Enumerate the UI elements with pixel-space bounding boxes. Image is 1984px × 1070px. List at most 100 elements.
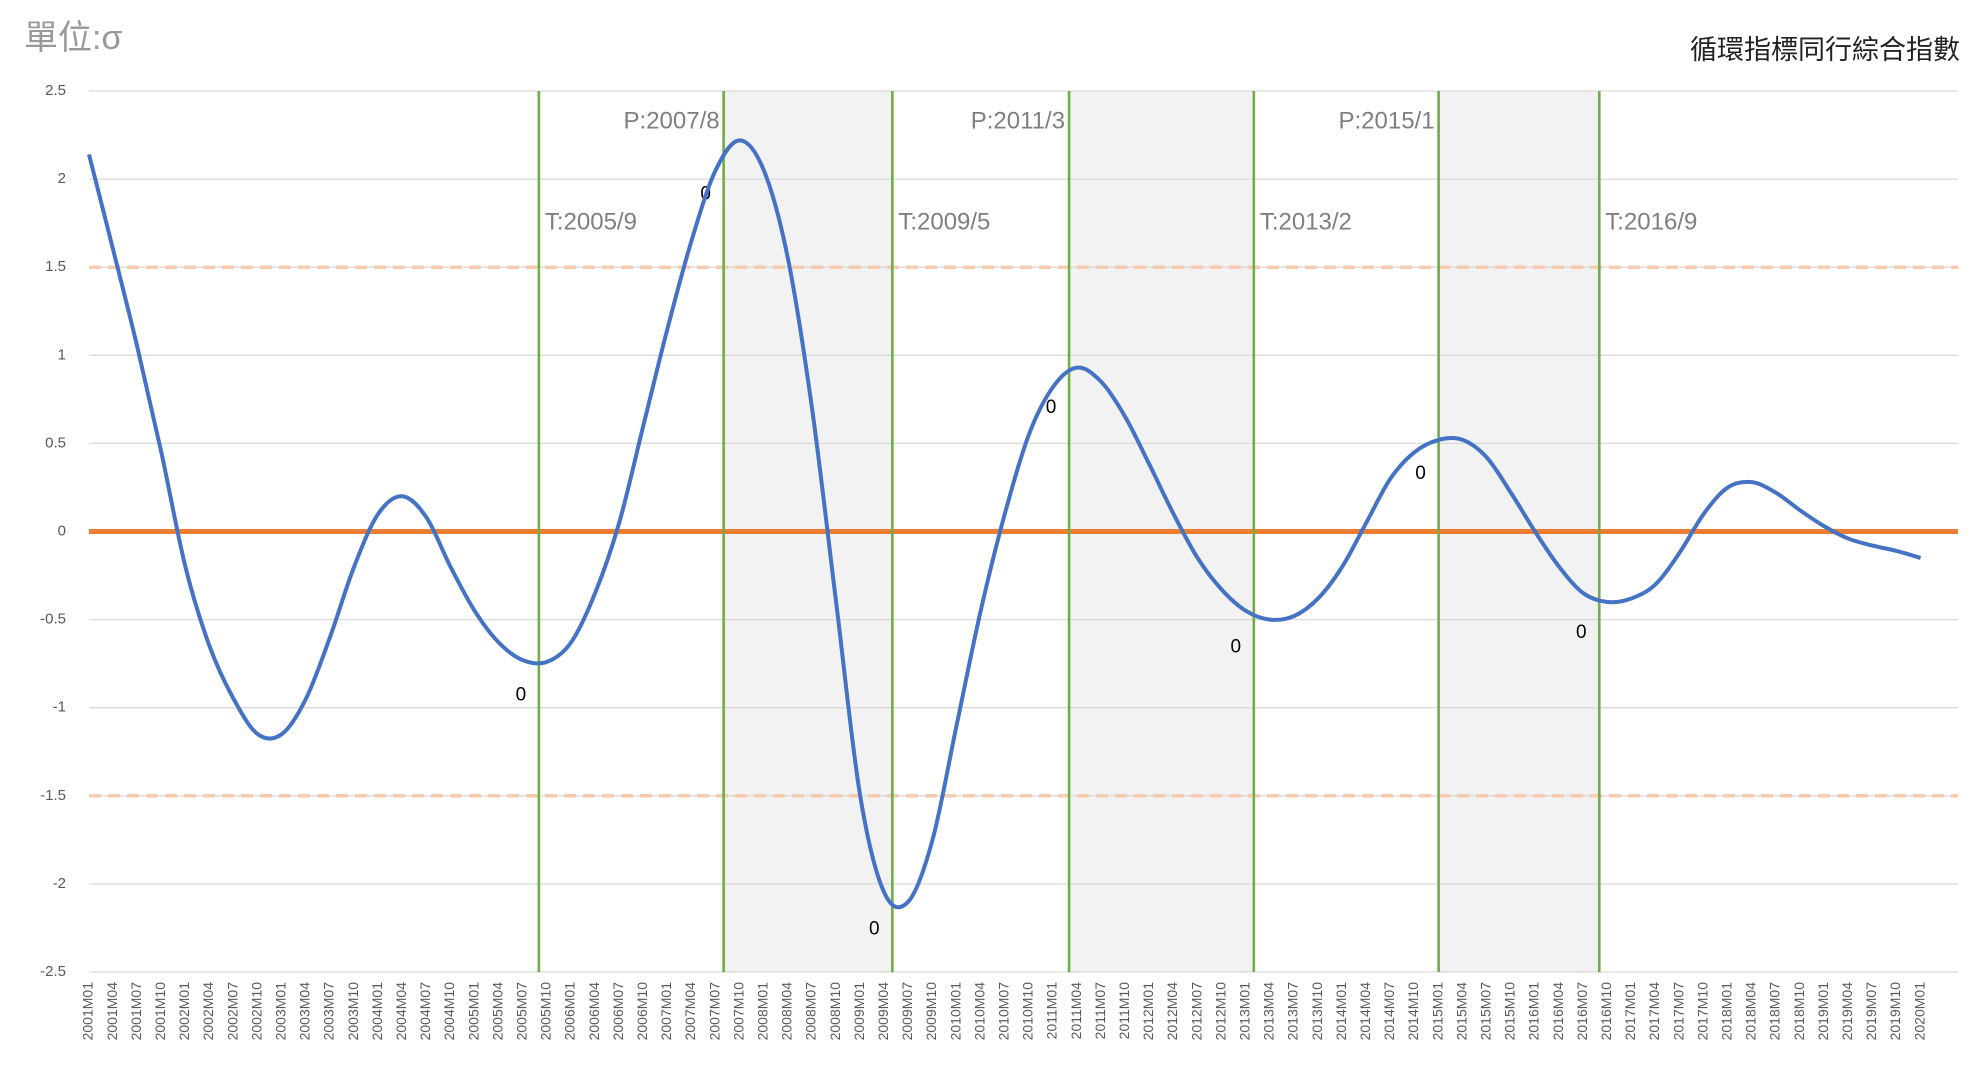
x-tick-label: 2001M07	[128, 982, 144, 1041]
x-tick-label: 2011M10	[1116, 982, 1132, 1040]
turning-label: P:2015/1	[1339, 107, 1435, 134]
point-label: 0	[869, 919, 880, 940]
y-tick-label: 0.5	[45, 434, 66, 451]
x-tick-label: 2009M04	[875, 982, 891, 1041]
x-tick-label: 2015M10	[1502, 982, 1518, 1041]
y-tick-label: 1	[58, 346, 66, 363]
x-tick-label: 2007M04	[682, 982, 698, 1041]
x-tick-label: 2002M04	[200, 982, 216, 1041]
x-tick-label: 2011M04	[1068, 982, 1084, 1040]
x-tick-label: 2007M07	[706, 982, 722, 1041]
x-tick-label: 2014M07	[1381, 982, 1397, 1041]
unit-label: 單位:σ	[24, 19, 122, 57]
x-tick-label: 2019M07	[1863, 982, 1879, 1041]
x-tick-label: 2003M07	[321, 982, 337, 1041]
x-tick-label: 2010M01	[947, 982, 963, 1041]
x-tick-label: 2020M01	[1911, 982, 1927, 1041]
point-label: 0	[1576, 622, 1587, 643]
chart-title: 循環指標同行綜合指數	[1690, 35, 1960, 65]
turning-label: P:2011/3	[971, 107, 1065, 134]
x-tick-label: 2015M04	[1453, 982, 1469, 1041]
x-tick-label: 2009M07	[899, 982, 915, 1041]
x-tick-label: 2015M07	[1478, 982, 1494, 1041]
turning-label: T:2005/9	[545, 208, 637, 235]
x-tick-label: 2016M07	[1574, 982, 1590, 1041]
x-tick-label: 2006M10	[634, 982, 650, 1041]
x-tick-label: 2003M04	[297, 982, 313, 1041]
x-tick-label: 2017M04	[1646, 982, 1662, 1041]
x-tick-label: 2013M10	[1309, 982, 1325, 1041]
point-label: 0	[516, 684, 527, 705]
x-tick-label: 2004M07	[417, 982, 433, 1041]
y-tick-label: -2	[53, 875, 66, 892]
y-tick-label: 2.5	[45, 82, 66, 99]
x-tick-label: 2002M07	[224, 982, 240, 1041]
x-tick-label: 2001M10	[152, 982, 168, 1041]
x-tick-label: 2016M01	[1526, 982, 1542, 1041]
x-tick-label: 2017M10	[1694, 982, 1710, 1041]
x-tick-label: 2004M01	[369, 982, 385, 1041]
x-tick-label: 2006M04	[586, 982, 602, 1041]
x-tick-label: 2010M04	[971, 982, 987, 1041]
x-tick-label: 2004M04	[393, 982, 409, 1041]
x-tick-label: 2003M01	[273, 982, 289, 1041]
x-tick-label: 2017M07	[1670, 982, 1686, 1041]
x-tick-label: 2019M01	[1815, 982, 1831, 1041]
x-tick-label: 2003M10	[345, 982, 361, 1041]
x-tick-label: 2010M07	[996, 982, 1012, 1041]
x-tick-label: 2018M07	[1767, 982, 1783, 1041]
point-label: 0	[1046, 397, 1057, 418]
x-tick-label: 2012M10	[1212, 982, 1228, 1041]
y-tick-label: -1.5	[40, 787, 66, 804]
point-label: 0	[1415, 463, 1426, 484]
y-tick-label: -0.5	[40, 611, 66, 628]
x-tick-label: 2006M01	[562, 982, 578, 1041]
x-tick-label: 2002M01	[176, 982, 192, 1041]
x-tick-label: 2019M04	[1839, 982, 1855, 1041]
x-tick-label: 2006M07	[610, 982, 626, 1041]
y-tick-label: 0	[58, 522, 66, 539]
x-tick-label: 2017M01	[1622, 982, 1638, 1041]
data-line	[87, 138, 1922, 910]
x-tick-label: 2012M04	[1164, 982, 1180, 1041]
x-tick-label: 2010M10	[1020, 982, 1036, 1041]
y-tick-label: -1	[53, 699, 66, 716]
x-tick-label: 2005M10	[538, 982, 554, 1041]
x-tick-label: 2014M01	[1333, 982, 1349, 1041]
x-tick-label: 2001M01	[80, 982, 96, 1041]
x-tick-label: 2002M10	[248, 982, 264, 1041]
x-tick-label: 2013M04	[1261, 982, 1277, 1041]
x-tick-label: 2009M10	[923, 982, 939, 1041]
turning-label: T:2013/2	[1260, 208, 1352, 235]
x-tick-label: 2018M01	[1719, 982, 1735, 1041]
x-tick-label: 2007M10	[730, 982, 746, 1041]
x-tick-label: 2001M04	[104, 982, 120, 1041]
x-tick-label: 2013M01	[1237, 982, 1253, 1041]
turning-label: P:2007/8	[624, 107, 720, 134]
x-tick-label: 2009M01	[851, 982, 867, 1041]
x-tick-label: 2005M04	[489, 982, 505, 1041]
x-tick-label: 2005M01	[465, 982, 481, 1041]
x-tick-label: 2012M07	[1188, 982, 1204, 1041]
y-tick-label: 1.5	[45, 258, 66, 275]
x-tick-label: 2014M04	[1357, 982, 1373, 1041]
x-tick-label: 2011M07	[1092, 982, 1108, 1040]
point-label: 0	[1231, 637, 1242, 658]
x-tick-label: 2018M10	[1791, 982, 1807, 1041]
turning-label: T:2016/9	[1605, 208, 1697, 235]
x-tick-label: 2011M01	[1044, 982, 1060, 1040]
x-tick-label: 2016M04	[1550, 982, 1566, 1041]
y-tick-label: -2.5	[40, 963, 66, 980]
x-tick-label: 2015M01	[1429, 982, 1445, 1041]
x-tick-label: 2008M07	[803, 982, 819, 1041]
x-tick-label: 2004M10	[441, 982, 457, 1041]
x-tick-label: 2019M10	[1887, 982, 1903, 1041]
x-tick-label: 2005M07	[514, 982, 530, 1041]
y-tick-label: 2	[58, 170, 66, 187]
x-tick-label: 2008M04	[779, 982, 795, 1041]
x-tick-label: 2016M10	[1598, 982, 1614, 1041]
x-tick-label: 2018M04	[1743, 982, 1759, 1041]
x-tick-label: 2012M01	[1140, 982, 1156, 1041]
x-tick-label: 2007M01	[658, 982, 674, 1041]
